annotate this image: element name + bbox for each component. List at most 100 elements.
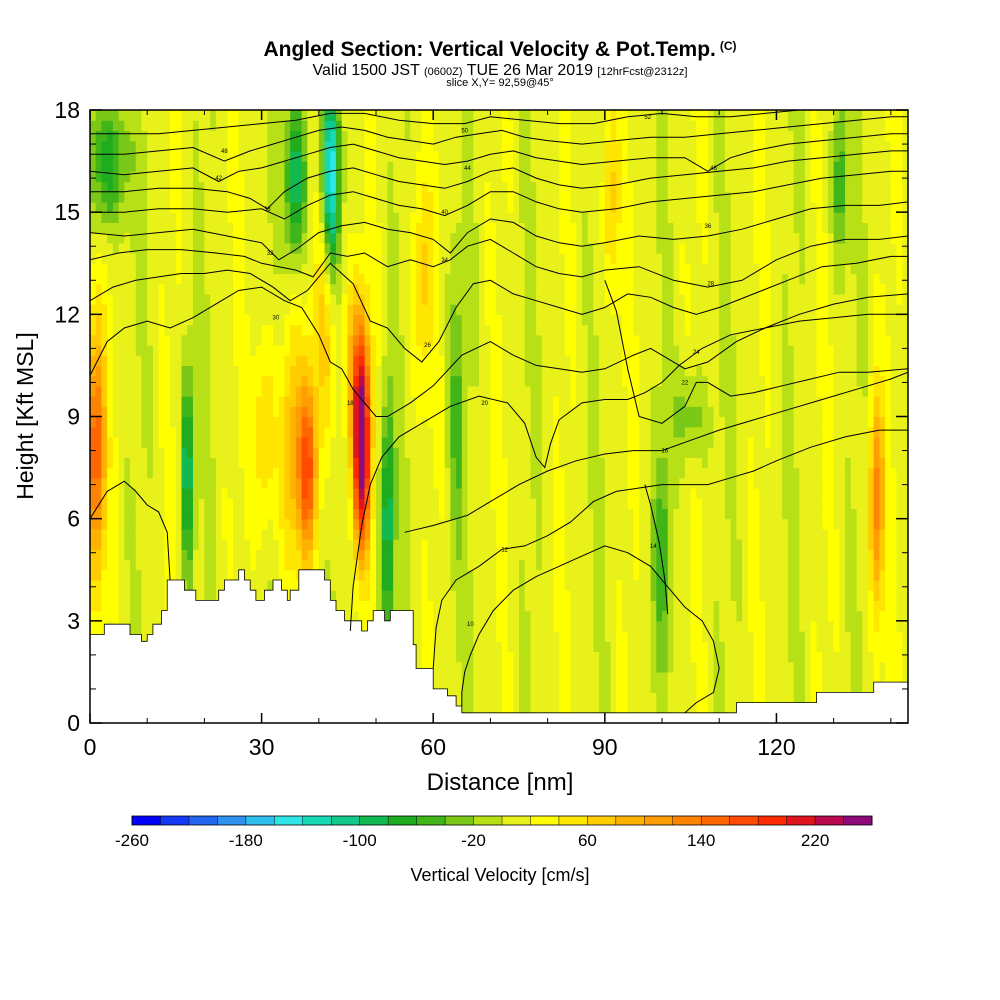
velocity-cell [536, 600, 543, 612]
velocity-cell [233, 375, 240, 387]
velocity-cell [478, 528, 486, 540]
velocity-cell [467, 324, 474, 336]
velocity-cell [438, 222, 446, 234]
velocity-cell [536, 692, 543, 704]
velocity-cell [564, 702, 572, 714]
velocity-cell [467, 498, 474, 510]
velocity-cell [484, 222, 492, 234]
velocity-cell [398, 467, 406, 479]
velocity-cell [295, 283, 303, 295]
velocity-cell [370, 263, 377, 275]
velocity-cell [416, 569, 423, 581]
velocity-cell [335, 416, 343, 428]
velocity-cell [478, 692, 486, 704]
velocity-cell [313, 212, 320, 223]
velocity-cell [433, 488, 440, 499]
velocity-cell [473, 559, 480, 571]
velocity-cell [147, 508, 154, 520]
velocity-cell [519, 692, 526, 704]
velocity-cell [473, 600, 480, 612]
velocity-cell [484, 181, 492, 193]
velocity-cell [484, 661, 492, 673]
velocity-cell [335, 559, 343, 571]
velocity-cell [507, 396, 514, 407]
velocity-cell [427, 375, 434, 387]
velocity-cell [141, 304, 148, 315]
velocity-cell [95, 457, 103, 469]
velocity-cell [461, 508, 469, 520]
velocity-cell [238, 253, 246, 264]
velocity-cell [438, 334, 446, 346]
velocity-cell [170, 334, 177, 346]
velocity-cell [233, 457, 240, 469]
velocity-cell [524, 314, 532, 326]
velocity-cell [307, 344, 314, 356]
velocity-cell [370, 171, 377, 183]
velocity-cell [301, 304, 308, 315]
velocity-cell [147, 242, 154, 254]
velocity-cell [215, 120, 223, 132]
velocity-cell [547, 201, 554, 213]
velocity-cell [530, 477, 537, 489]
velocity-cell [410, 283, 417, 295]
velocity-cell [513, 528, 520, 540]
velocity-cell [341, 406, 349, 418]
velocity-cell [255, 416, 263, 428]
velocity-cell [290, 242, 297, 254]
velocity-cell [467, 304, 474, 315]
velocity-cell [484, 130, 492, 142]
velocity-cell [536, 457, 543, 469]
velocity-cell [130, 396, 137, 407]
velocity-cell [433, 600, 440, 612]
velocity-cell [158, 498, 165, 510]
velocity-cell [238, 385, 246, 397]
velocity-cell [519, 161, 526, 172]
velocity-cell [175, 304, 183, 315]
velocity-cell [490, 406, 497, 418]
velocity-cell [267, 549, 274, 561]
velocity-cell [90, 212, 97, 223]
velocity-cell [267, 528, 274, 540]
velocity-cell [496, 600, 503, 612]
velocity-cell [393, 334, 400, 346]
velocity-cell [433, 641, 440, 653]
velocity-cell [313, 232, 320, 244]
velocity-cell [267, 355, 274, 367]
velocity-cell [473, 181, 480, 193]
velocity-cell [490, 344, 497, 356]
velocity-cell [250, 171, 257, 183]
velocity-cell [187, 273, 194, 285]
velocity-cell [456, 375, 463, 387]
velocity-cell [141, 375, 148, 387]
velocity-cell [112, 273, 120, 285]
velocity-cell [210, 467, 217, 479]
velocity-cell [421, 355, 429, 367]
velocity-cell [313, 273, 320, 285]
velocity-cell [135, 201, 143, 213]
velocity-cell [101, 150, 108, 162]
velocity-cell [450, 242, 457, 254]
velocity-cell [478, 140, 486, 152]
velocity-cell [130, 201, 137, 213]
velocity-cell [181, 232, 188, 244]
velocity-cell [261, 457, 268, 469]
velocity-cell [398, 283, 406, 295]
velocity-cell [141, 396, 148, 407]
velocity-cell [387, 304, 394, 315]
velocity-cell [433, 140, 440, 152]
velocity-cell [398, 590, 406, 601]
velocity-cell [164, 385, 171, 397]
velocity-cell [507, 528, 514, 540]
velocity-cell [267, 222, 274, 234]
velocity-cell [90, 222, 97, 234]
velocity-cell [473, 457, 480, 469]
velocity-cell [536, 191, 543, 203]
velocity-cell [427, 201, 434, 213]
velocity-cell [547, 661, 554, 673]
velocity-cell [393, 426, 400, 438]
velocity-cell [438, 110, 446, 121]
velocity-cell [507, 150, 514, 162]
velocity-cell [135, 140, 143, 152]
velocity-cell [227, 518, 234, 530]
velocity-cell [524, 181, 532, 193]
